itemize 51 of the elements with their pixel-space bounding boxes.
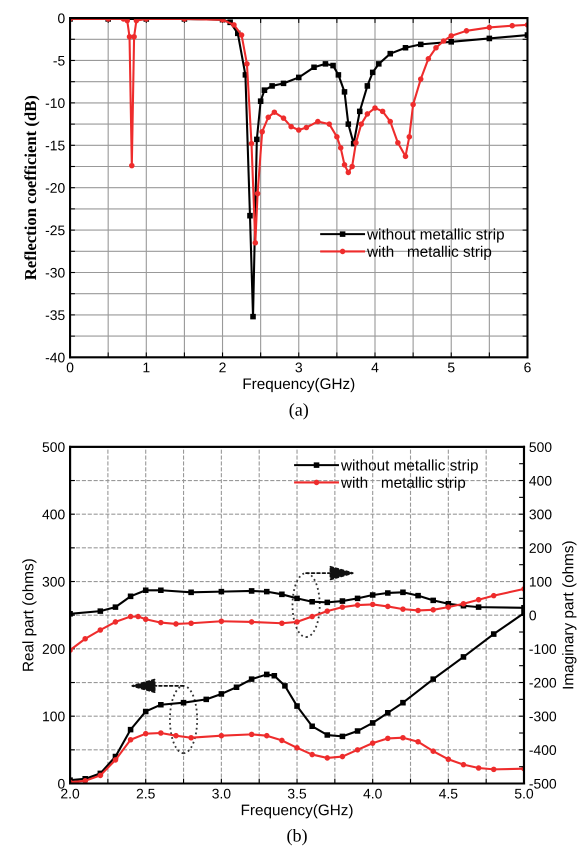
y2-tick-label: -300 (529, 712, 556, 722)
y-tick-label: -25 (46, 225, 65, 236)
y-tick-label: 400 (42, 510, 65, 520)
y-tick-label: -5 (53, 56, 65, 66)
legend-label: with metallic strip (367, 246, 492, 260)
x-tick-label: 0 (66, 362, 74, 372)
x-tick-label: 2.5 (136, 788, 155, 799)
y2-tick-label: 500 (529, 442, 552, 452)
legend-label: with metallic strip (340, 476, 466, 491)
x-tick-label: 2 (219, 362, 226, 372)
x-tick-label: 3.0 (212, 788, 230, 799)
x-axis-title: Frequency(GHz) (244, 378, 354, 392)
legend-label: without metallic strip (340, 459, 478, 474)
x-tick-label: 3.5 (288, 788, 306, 799)
y2-tick-label: 200 (530, 543, 552, 554)
x-tick-label: 4.5 (439, 788, 458, 799)
y-tick-label: 0 (58, 13, 65, 24)
y-axis-title: Reflection coefficient (dB) (24, 96, 40, 280)
y2-tick-label: 100 (530, 576, 552, 587)
y-tick-label: 0 (58, 778, 65, 789)
y-tick-label: 300 (42, 576, 65, 587)
x-tick-label: 6 (524, 362, 531, 372)
y-tick-label: -10 (46, 98, 65, 108)
y-tick-label: -30 (46, 268, 65, 278)
y2-tick-label: -400 (529, 745, 556, 756)
y2-axis-title: Imaginary part (ohms) (562, 541, 576, 688)
text: (a) (290, 403, 308, 420)
y2-tick-label: -200 (529, 678, 556, 688)
y-tick-label: -20 (46, 183, 65, 193)
y2-tick-label: 0 (529, 610, 536, 620)
y-tick-label: -35 (46, 310, 65, 320)
y2-tick-label: -100 (529, 644, 556, 654)
text: (b) (287, 828, 307, 846)
y-tick-label: -40 (46, 352, 65, 362)
x-tick-label: 1 (143, 362, 150, 372)
x-tick-label: 5 (448, 362, 455, 372)
y2-tick-label: 400 (529, 476, 552, 486)
y-axis-title: Real part (ohms) (22, 559, 36, 671)
x-tick-label: 3 (295, 362, 302, 372)
y-tick-label: 500 (42, 442, 65, 452)
y-tick-label: 200 (42, 644, 65, 654)
x-tick-label: 5.0 (514, 788, 534, 799)
legend-label: without metallic strip (367, 228, 504, 243)
y-tick-label: 100 (43, 712, 65, 722)
x-axis-title: Frequency(GHz) (242, 804, 353, 818)
y-tick-label: -15 (46, 140, 65, 150)
y2-tick-label: 300 (529, 510, 552, 520)
y2-tick-label: -500 (529, 778, 556, 789)
x-tick-label: 4 (371, 362, 378, 372)
x-tick-label: 4.0 (363, 788, 382, 799)
x-tick-label: 2.0 (61, 788, 80, 799)
